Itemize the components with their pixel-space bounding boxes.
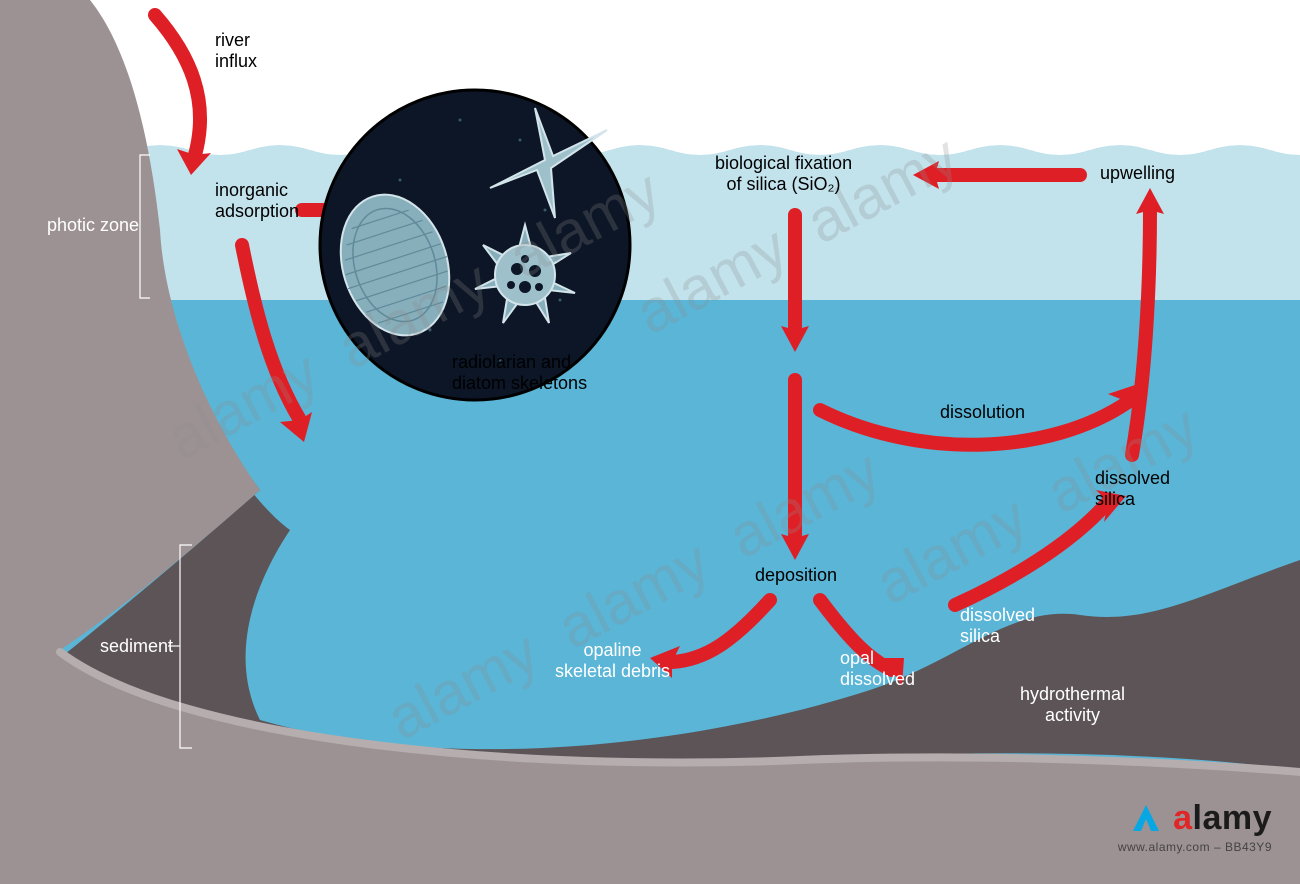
label-dissolved-silica-upper: dissolved silica: [1095, 468, 1170, 509]
label-dissolution: dissolution: [940, 402, 1025, 423]
diagram-stage: alamy alamy alamy alamy alamy alamy alam…: [0, 0, 1300, 884]
label-photic-zone: photic zone: [47, 215, 139, 236]
watermark-logo-a: a: [1173, 799, 1192, 837]
label-deposition: deposition: [755, 565, 837, 586]
watermark-logo-rest: lamy: [1193, 799, 1273, 837]
label-sediment: sediment: [100, 636, 173, 657]
label-river-influx: river influx: [215, 30, 257, 71]
label-opaline-debris: opaline skeletal debris: [555, 640, 670, 681]
watermark-logo: alamy: [1129, 799, 1272, 838]
label-hydrothermal: hydrothermal activity: [1020, 684, 1125, 725]
label-inorganic-adsorption: inorganic adsorption: [215, 180, 299, 221]
watermark-image-id: www.alamy.com – BB43Y9: [1118, 840, 1272, 854]
label-dissolved-silica-lower: dissolved silica: [960, 605, 1035, 646]
label-upwelling: upwelling: [1100, 163, 1175, 184]
label-inset-caption: radiolarian and diatom skeletons: [452, 352, 587, 393]
label-biological-fixation: biological fixation of silica (SiO₂): [715, 153, 852, 194]
label-opal-dissolved: opal dissolved: [840, 648, 915, 689]
